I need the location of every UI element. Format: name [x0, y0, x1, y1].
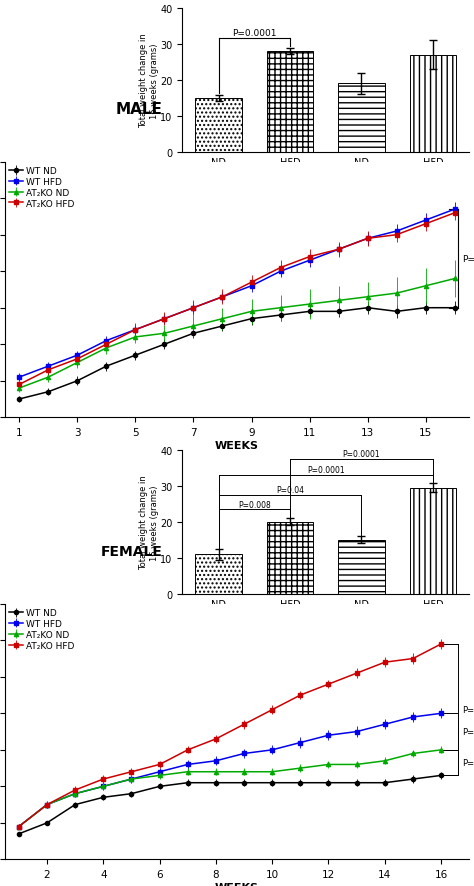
X-axis label: WEEKS: WEEKS — [215, 882, 259, 886]
Bar — [267, 523, 313, 595]
Text: P=0.03: P=0.03 — [462, 705, 474, 714]
Y-axis label: Total weight change in
16 weeks (grams): Total weight change in 16 weeks (grams) — [139, 34, 159, 128]
Bar — [410, 488, 456, 595]
Text: WT: WT — [246, 634, 262, 644]
Legend: WT ND, WT HFD, AT₂KO ND, AT₂KO HFD: WT ND, WT HFD, AT₂KO ND, AT₂KO HFD — [9, 167, 75, 208]
X-axis label: WEEKS: WEEKS — [215, 440, 259, 450]
Text: WT: WT — [246, 192, 262, 203]
Text: P=0.04: P=0.04 — [462, 758, 474, 767]
Text: P=0.04: P=0.04 — [276, 486, 304, 494]
Bar — [410, 56, 456, 152]
Legend: WT ND, WT HFD, AT₂KO ND, AT₂KO HFD: WT ND, WT HFD, AT₂KO ND, AT₂KO HFD — [9, 609, 75, 650]
Text: AT₂KO: AT₂KO — [383, 634, 412, 644]
Bar — [195, 555, 242, 595]
Text: P=0.002: P=0.002 — [462, 254, 474, 264]
Text: P=0.008: P=0.008 — [238, 500, 271, 509]
Text: P=0.0001: P=0.0001 — [232, 29, 276, 38]
Bar — [338, 84, 385, 152]
Bar — [267, 52, 313, 152]
Text: P=0.007: P=0.007 — [462, 727, 474, 736]
Text: AT₂KO: AT₂KO — [383, 192, 412, 203]
Text: P=0.0001: P=0.0001 — [343, 450, 380, 459]
Text: FEMALE: FEMALE — [101, 544, 163, 558]
Text: P=0.0001: P=0.0001 — [307, 466, 345, 475]
Text: MALE: MALE — [116, 102, 163, 117]
Y-axis label: Total weight change in
16 weeks (grams): Total weight change in 16 weeks (grams) — [139, 475, 159, 570]
Bar — [338, 540, 385, 595]
Bar — [195, 98, 242, 152]
